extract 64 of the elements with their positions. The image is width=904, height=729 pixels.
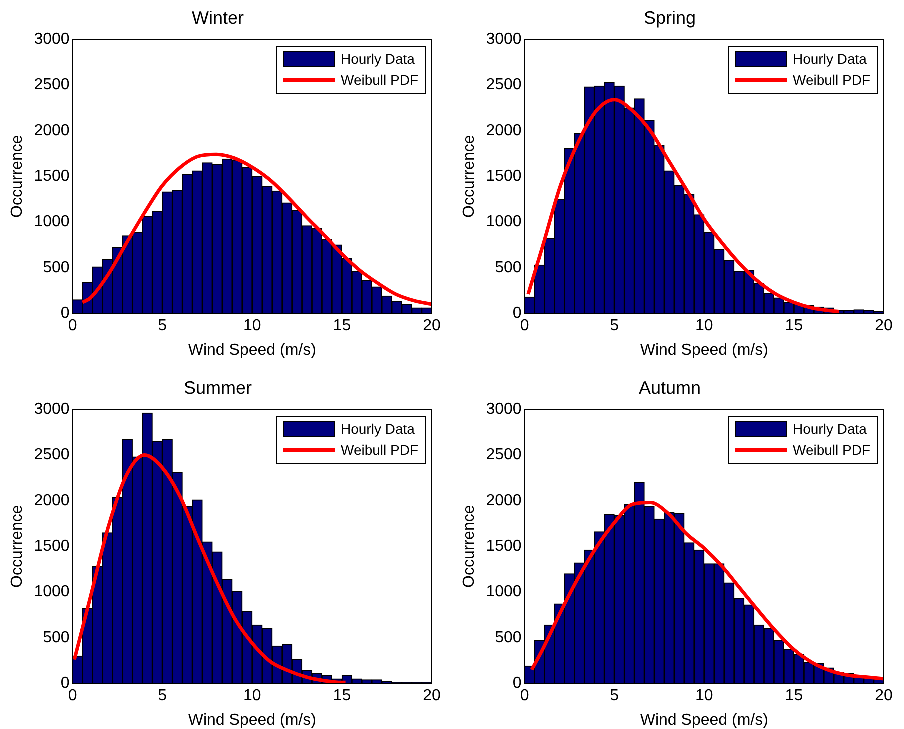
y-tick-label: 1500 xyxy=(486,538,522,556)
x-tick-label: 20 xyxy=(423,688,441,705)
y-axis-title: Occurrence xyxy=(9,135,26,218)
y-tick-label: 0 xyxy=(512,675,522,692)
y-tick-label: 500 xyxy=(495,629,522,646)
chart-title: Winter xyxy=(192,8,244,28)
x-tick-label: 5 xyxy=(158,318,168,335)
x-tick-label: 15 xyxy=(785,318,804,335)
y-tick-label: 500 xyxy=(43,259,70,276)
y-tick-label: 2000 xyxy=(486,122,522,140)
legend-label: Hourly Data xyxy=(793,51,867,68)
y-tick-label: 3000 xyxy=(486,31,522,48)
y-tick-label: 2500 xyxy=(486,446,522,464)
legend-label: Weibull PDF xyxy=(793,442,871,458)
y-tick-label: 2500 xyxy=(34,446,70,464)
legend-label: Hourly Data xyxy=(341,421,415,438)
y-tick-label: 3000 xyxy=(486,401,522,418)
legend-label: Weibull PDF xyxy=(793,72,871,88)
y-tick-label: 1000 xyxy=(486,214,522,231)
y-tick-label: 2500 xyxy=(34,76,70,94)
legend-label: Hourly Data xyxy=(341,51,415,68)
y-axis-title: Occurrence xyxy=(9,505,26,588)
chart-title: Spring xyxy=(644,8,696,28)
x-tick-label: 5 xyxy=(610,318,620,335)
x-tick-label: 20 xyxy=(875,318,893,335)
chart-title: Summer xyxy=(184,378,252,398)
x-tick-label: 15 xyxy=(333,688,352,705)
y-tick-label: 1500 xyxy=(34,168,70,186)
x-tick-label: 5 xyxy=(158,688,168,705)
y-tick-label: 1000 xyxy=(34,214,70,231)
x-axis-title: Wind Speed (m/s) xyxy=(188,712,316,729)
y-tick-label: 2000 xyxy=(34,492,70,510)
y-tick-label: 0 xyxy=(60,675,70,692)
x-axis-title: Wind Speed (m/s) xyxy=(640,342,768,359)
chart-title: Autumn xyxy=(638,378,702,398)
y-tick-label: 0 xyxy=(60,305,70,322)
x-tick-label: 15 xyxy=(785,688,804,705)
y-tick-label: 3000 xyxy=(34,31,70,48)
legend-label: Weibull PDF xyxy=(341,72,419,88)
y-tick-label: 1000 xyxy=(34,584,70,601)
x-tick-label: 20 xyxy=(423,318,441,335)
x-tick-label: 10 xyxy=(696,688,714,705)
y-axis-title: Occurrence xyxy=(461,505,478,588)
y-tick-label: 1500 xyxy=(34,538,70,556)
y-tick-label: 500 xyxy=(43,629,70,646)
x-tick-label: 5 xyxy=(610,688,620,705)
x-tick-label: 10 xyxy=(244,688,262,705)
y-tick-label: 2500 xyxy=(486,76,522,94)
y-tick-label: 2000 xyxy=(34,122,70,140)
y-axis-title: Occurrence xyxy=(461,135,478,218)
x-axis-title: Wind Speed (m/s) xyxy=(640,712,768,729)
x-axis-title: Wind Speed (m/s) xyxy=(188,342,316,359)
legend-label: Weibull PDF xyxy=(341,442,419,458)
y-tick-label: 500 xyxy=(495,259,522,276)
x-tick-label: 10 xyxy=(696,318,714,335)
legend-label: Hourly Data xyxy=(793,421,867,438)
y-tick-label: 1000 xyxy=(486,584,522,601)
x-tick-label: 10 xyxy=(244,318,262,335)
y-tick-label: 2000 xyxy=(486,492,522,510)
x-tick-label: 15 xyxy=(333,318,352,335)
x-tick-label: 20 xyxy=(875,688,893,705)
y-tick-label: 3000 xyxy=(34,401,70,418)
y-tick-label: 1500 xyxy=(486,168,522,186)
y-tick-label: 0 xyxy=(512,305,522,322)
